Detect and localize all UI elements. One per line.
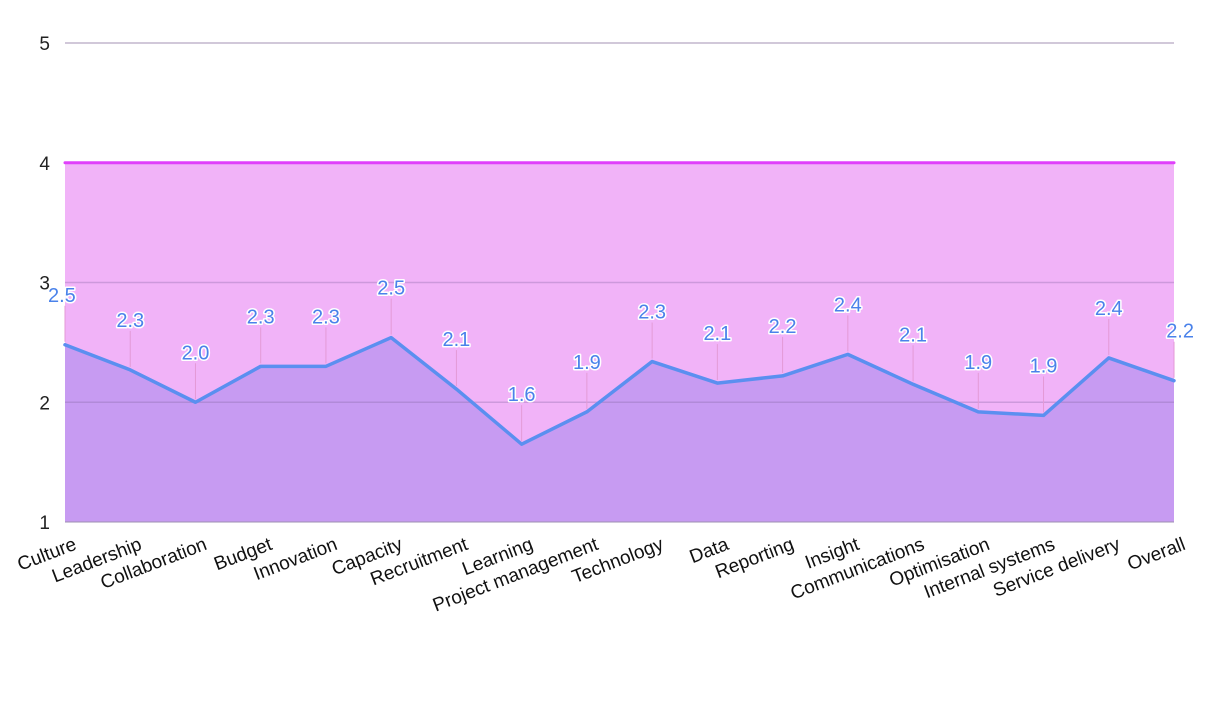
data-label: 2.4 [1095,298,1123,320]
series-0-area [65,337,1174,522]
data-label: 2.0 [182,342,210,364]
data-label: 2.1 [443,329,471,351]
data-label: 2.2 [769,316,797,338]
area-fills [65,42,1174,522]
y-tick-label: 5 [39,34,50,55]
data-labels: 2.5 2.3 2.0 2.3 2.3 2.5 2.1 1.6 1.9 2.3 2.1 2.2 2.4 2… [47,276,1196,442]
data-label: 2.3 [116,310,144,332]
data-label: 1.6 [508,384,536,406]
y-tick-label: 3 [39,274,50,295]
data-label: 2.1 [899,324,927,346]
data-label: 2.5 [377,278,405,300]
y-tick-label: 4 [39,154,50,175]
series-lines [63,161,1176,523]
data-label: 2.4 [834,294,862,316]
y-tick-label: 2 [39,393,50,414]
data-label: 1.9 [573,352,601,374]
data-label: 1.9 [1030,355,1058,377]
y-axis: 1 2 3 4 5 [39,34,50,534]
data-label: 2.1 [703,323,731,345]
data-label: 1.9 [964,352,992,374]
x-tick-label: Overall [1125,534,1189,575]
data-label: 2.2 [1166,321,1194,343]
data-label: 2.5 [48,285,76,307]
data-label: 2.3 [312,306,340,328]
series-0-line [63,335,1176,446]
y-tick-label: 1 [39,513,50,534]
data-label: 2.3 [638,302,666,324]
data-label: 2.3 [247,306,275,328]
